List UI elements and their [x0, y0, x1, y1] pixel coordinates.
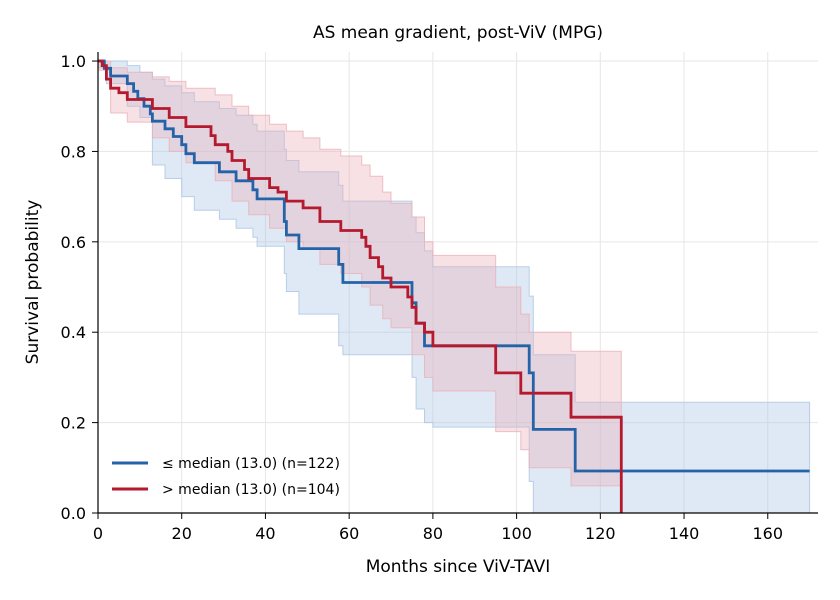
chart-title: AS mean gradient, post-ViV (MPG)	[313, 23, 603, 43]
x-ticks: 0 20 40 60 80 100 120 140 160	[93, 513, 783, 543]
y-tick-label: 0.6	[61, 233, 86, 252]
x-tick-label: 120	[585, 524, 616, 543]
x-axis-label: Months since ViV-TAVI	[366, 557, 551, 577]
y-axis-label: Survival probability	[23, 200, 43, 365]
x-tick-label: 20	[172, 524, 192, 543]
x-tick-label: 80	[423, 524, 443, 543]
legend-label-series-0: ≤ median (13.0) (n=122)	[162, 456, 340, 472]
axes	[97, 52, 818, 514]
y-tick-label: 0.2	[61, 414, 86, 433]
y-tick-label: 1.0	[61, 52, 86, 71]
survival-curves	[98, 59, 810, 513]
x-tick-label: 160	[752, 524, 783, 543]
legend-label-series-1: > median (13.0) (n=104)	[162, 482, 340, 498]
y-tick-label: 0.8	[61, 142, 86, 161]
y-tick-label: 0.4	[61, 323, 86, 342]
y-ticks: 0.0 0.2 0.4 0.6 0.8 1.0	[61, 52, 98, 523]
x-tick-label: 0	[93, 524, 103, 543]
confidence-bands	[97, 60, 811, 514]
survival-line-series-1	[98, 59, 623, 513]
ci-band-series-0	[97, 60, 811, 514]
legend: ≤ median (13.0) (n=122) > median (13.0) (…	[112, 456, 340, 498]
x-tick-label: 140	[669, 524, 700, 543]
x-tick-label: 60	[339, 524, 359, 543]
x-tick-label: 100	[501, 524, 532, 543]
y-tick-label: 0.0	[61, 504, 86, 523]
grid	[97, 52, 818, 514]
x-tick-label: 40	[255, 524, 275, 543]
